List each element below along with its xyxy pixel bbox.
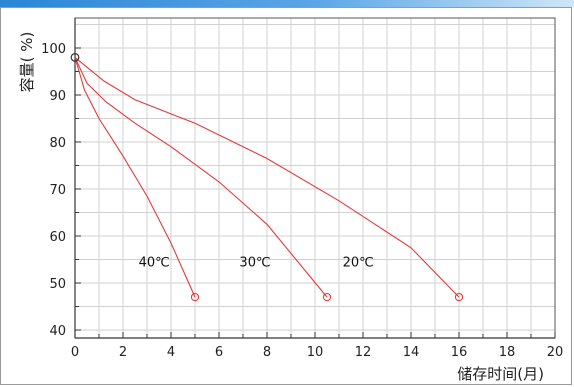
y-tick-label: 90 [49, 89, 66, 104]
grid [75, 18, 555, 338]
series-lines: 40℃ 30℃ 20℃ [70, 53, 464, 302]
series-line-1 [74, 57, 328, 298]
x-tick-label: 6 [215, 345, 223, 360]
x-tick-label: 20 [547, 345, 564, 360]
series-end-marker-1 [322, 292, 332, 302]
x-tick-label: 14 [403, 345, 420, 360]
series-end-marker-2 [454, 292, 464, 302]
window-top-bar [0, 0, 574, 7]
y-tick-label: 80 [49, 136, 66, 151]
y-tick-label: 70 [49, 183, 66, 198]
series-end-marker-0 [190, 292, 200, 302]
series-line-2 [74, 56, 460, 298]
x-tick-label: 0 [71, 345, 79, 360]
tick-labels: 0 2 4 6 8 10 12 14 16 18 20 40 50 60 70 80 90 100 [41, 42, 563, 360]
x-tick-label: 2 [119, 345, 127, 360]
x-tick-label: 18 [499, 345, 516, 360]
y-tick-label: 40 [49, 324, 66, 339]
x-axis-title: 储存时间(月) [457, 365, 544, 383]
y-tick-label: 100 [41, 42, 66, 57]
y-tick-label: 60 [49, 230, 66, 245]
x-tick-label: 12 [355, 345, 372, 360]
x-tick-label: 8 [263, 345, 271, 360]
series-label-2: 20℃ [343, 256, 374, 271]
y-axis-title: 容量( %) [18, 32, 36, 93]
chart-frame [0, 7, 572, 385]
series-label-1: 30℃ [239, 256, 270, 271]
start-point-marker [70, 53, 80, 62]
y-tick-label: 50 [49, 277, 66, 292]
x-tick-label: 10 [307, 345, 324, 360]
axes [74, 17, 556, 339]
series-line-0 [74, 57, 196, 298]
series-label-0: 40℃ [139, 256, 170, 271]
x-tick-label: 4 [167, 345, 175, 360]
x-tick-label: 16 [451, 345, 468, 360]
